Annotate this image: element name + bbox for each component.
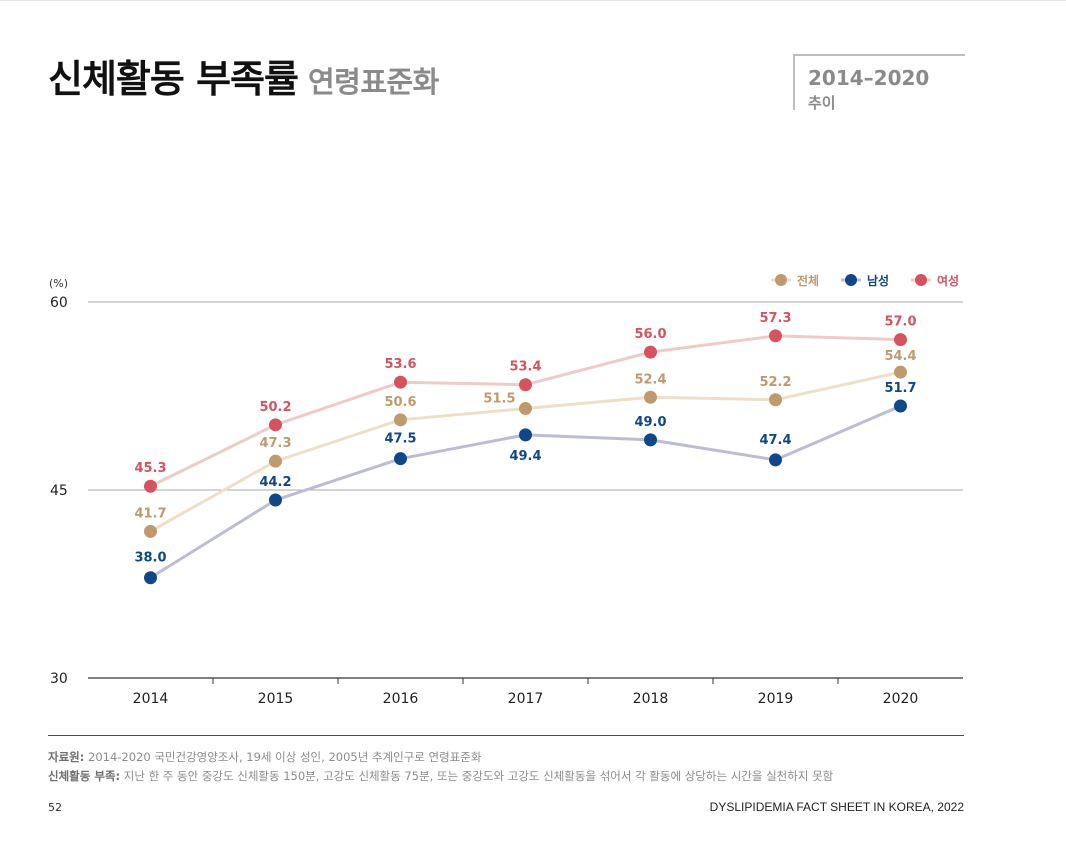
data-label: 51.5: [483, 392, 515, 407]
data-label: 53.6: [384, 357, 416, 372]
data-point: [769, 453, 782, 467]
data-point: [519, 378, 532, 392]
data-point: [519, 402, 532, 416]
definition-note-label: 신체활동 부족:: [48, 769, 121, 783]
title-main: 신체활동 부족률: [48, 57, 299, 101]
page-number: 52: [48, 801, 62, 814]
data-point: [144, 571, 157, 585]
x-tick-label: 2019: [758, 691, 794, 707]
data-label: 49.4: [509, 449, 541, 464]
data-point: [144, 524, 157, 538]
data-point: [644, 390, 657, 404]
data-label: 45.3: [134, 461, 166, 476]
legend-label-1: 전체: [797, 273, 819, 288]
data-label: 54.4: [884, 349, 916, 364]
data-label: 53.4: [509, 360, 541, 375]
data-point: [144, 479, 157, 493]
x-tick-label: 2017: [508, 691, 544, 707]
data-point: [894, 365, 907, 379]
data-label: 49.0: [634, 415, 666, 430]
data-point: [394, 375, 407, 389]
data-label: 41.7: [134, 506, 166, 521]
data-label: 47.3: [259, 436, 291, 451]
data-label: 50.2: [259, 400, 291, 415]
data-point: [269, 493, 282, 507]
data-point: [769, 393, 782, 407]
source-note-text: 2014-2020 국민건강영양조사, 19세 이상 성인, 2005년 추계인…: [84, 750, 482, 764]
data-label: 57.0: [884, 315, 916, 330]
page-title: 신체활동 부족률 연령표준화: [48, 48, 439, 103]
data-label: 47.5: [384, 432, 416, 447]
data-point: [269, 454, 282, 468]
data-point: [894, 399, 907, 413]
data-label: 52.2: [759, 375, 791, 390]
y-axis-unit-label: (%): [49, 277, 68, 290]
x-tick-label: 2018: [633, 691, 669, 707]
legend-marker-2: [845, 274, 857, 286]
y-tick-label: 30: [50, 671, 68, 687]
data-label: 38.0: [134, 551, 166, 566]
legend-label-0: 여성: [937, 273, 959, 288]
period-range: 2014–2020: [808, 66, 930, 90]
data-point: [644, 345, 657, 359]
data-point: [394, 413, 407, 427]
data-point: [394, 452, 407, 466]
legend-marker-1: [775, 274, 787, 286]
source-note: 자료원: 2014-2020 국민건강영양조사, 19세 이상 성인, 2005…: [48, 749, 481, 765]
data-point: [269, 418, 282, 432]
data-label: 44.2: [259, 475, 291, 490]
data-label: 51.7: [884, 381, 916, 396]
data-label: 47.4: [759, 433, 791, 448]
title-subtitle: 연령표준화: [307, 65, 439, 99]
data-label: 56.0: [634, 327, 666, 342]
top-divider: [0, 0, 1066, 1]
data-point: [644, 433, 657, 447]
x-tick-label: 2016: [383, 691, 419, 707]
source-note-label: 자료원:: [48, 750, 85, 764]
period-label: 추이: [808, 94, 836, 112]
y-tick-label: 45: [50, 483, 68, 499]
period-box: 2014–2020 추이: [793, 54, 965, 112]
x-tick-label: 2020: [883, 691, 919, 707]
data-point: [769, 329, 782, 343]
data-point: [519, 428, 532, 442]
data-point: [894, 333, 907, 347]
x-tick-label: 2015: [258, 691, 294, 707]
footer-title: DYSLIPIDEMIA FACT SHEET IN KOREA, 2022: [709, 800, 964, 814]
data-label: 57.3: [759, 311, 791, 326]
definition-note-text: 지난 한 주 동안 중강도 신체활동 150분, 고강도 신체활동 75분, 또…: [120, 769, 834, 783]
legend-label-2: 남성: [867, 273, 889, 288]
legend-marker-0: [915, 274, 927, 286]
definition-note: 신체활동 부족: 지난 한 주 동안 중강도 신체활동 150분, 고강도 신체…: [48, 768, 833, 784]
data-label: 52.4: [634, 372, 666, 387]
x-tick-label: 2014: [133, 691, 169, 707]
data-label: 50.6: [384, 395, 416, 410]
chart-bottom-rule: [48, 735, 964, 736]
y-tick-label: 60: [50, 295, 68, 311]
